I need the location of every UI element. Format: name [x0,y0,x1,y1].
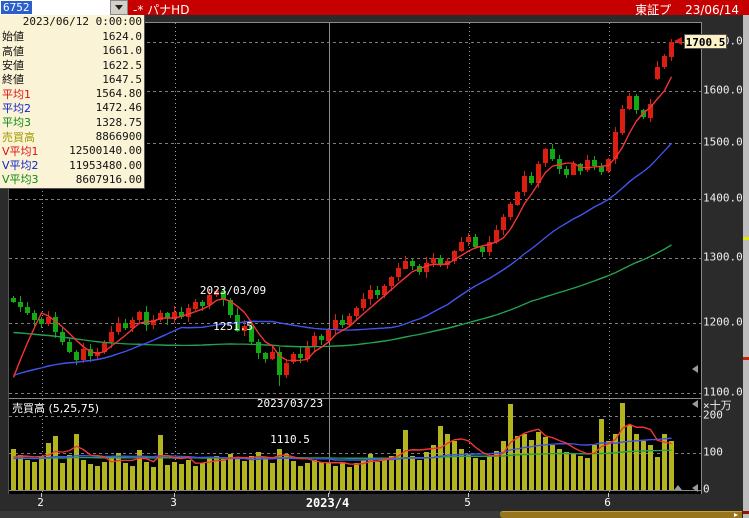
x-axis-tick [40,493,42,497]
info-row-value: 1564.80 [95,87,142,101]
scale-marker-icon [692,365,698,373]
quote-datetime: 2023/06/12 0:00:00 [22,15,142,28]
volume-axis-label: 0 [703,482,710,496]
title-bar: 6752 -* パナHD 東証プ 23/06/14 [0,0,749,18]
info-row-label: V平均3 [2,173,39,187]
info-row: 平均3 1328.75 [2,115,142,130]
annotation-low: 2023/03/23 1110.5 [257,374,323,470]
ticker-dropdown-button[interactable] [110,0,128,15]
price-axis-label: 1600.0 [703,83,743,97]
info-row: 平均2 1472.46 [2,101,142,115]
x-axis-label: 5 [464,496,471,509]
scroll-mark-darkred [743,511,749,514]
volume-panel-title: 売買高 (5,25,75) [12,402,100,415]
chart-title: -* パナHD [133,3,190,17]
info-row-value: 1472.46 [95,101,142,115]
chevron-down-icon [115,5,123,10]
info-row: V平均3 8607916.00 [2,172,142,187]
ticker-selected-text: 6752 [1,1,32,14]
info-row: V平均2 11953480.00 [2,158,142,173]
info-row-label: 高値 [2,44,24,58]
volume-zero-marker-icon [692,484,698,492]
info-row-value: 12500140.00 [69,144,142,158]
info-row-value: 11953480.00 [69,158,142,172]
info-row-label: 平均1 [2,87,31,101]
annotation-low-value: 1110.5 [270,433,310,446]
info-row-label: 安値 [2,59,24,73]
info-row-value: 8866900 [95,130,142,144]
volume-top-marker-icon [692,400,698,408]
scrollbar-right-arrow-icon [734,513,738,517]
annotation-high-date: 2023/03/09 [199,284,267,297]
horizontal-scrollbar-thumb[interactable] [500,511,742,518]
volume-axis-label: 200 [703,408,723,422]
info-row-value: 1647.5 [102,72,142,86]
price-axis-label: 1300.0 [703,250,743,264]
info-row-value: 8607916.00 [75,172,142,186]
info-row: V平均1 12500140.00 [2,144,142,158]
info-row: 高値 1661.0 [2,44,142,58]
vertical-scrollbar[interactable] [743,15,749,518]
last-bar-marker-icon [674,485,682,490]
info-row-label: 平均2 [2,101,31,115]
annotation-high: 2023/03/09 1251.5 [200,261,266,357]
volume-unit-label: ×十万 [703,399,732,412]
x-axis: 2 3 2023/4 5 6 [0,493,749,511]
exchange-and-date: 東証プ 23/06/14 [621,1,739,18]
price-axis-label: 1100.0 [703,385,743,399]
quote-info-panel: 2023/06/12 0:00:00 始値 1624.0 高値 1661.0 安値 162… [0,15,145,189]
current-price-tag: 1700.5 [684,34,727,49]
volume-axis-label: 100 [703,445,723,459]
horizontal-scrollbar[interactable] [0,511,742,518]
annotation-high-value: 1251.5 [213,320,253,333]
info-row: 始値 1624.0 [2,29,142,44]
annotation-low-date: 2023/03/23 [256,397,324,410]
quote-date: 23/06/14 [685,3,739,17]
x-axis-tick [607,493,609,497]
x-axis-label: 6 [604,496,611,509]
panel-separator [9,398,701,399]
info-row-value: 1622.5 [102,58,142,72]
x-axis-label: 2 [37,496,44,509]
info-row-label: 終値 [2,73,24,87]
exchange-label: 東証プ [635,3,672,17]
x-axis-tick [327,493,329,497]
info-row-label: 始値 [2,30,24,44]
x-axis-label: 3 [170,496,177,509]
x-axis-tick [467,493,469,497]
info-row-label: V平均2 [2,159,39,173]
current-price-arrow-icon [674,37,682,45]
scroll-mark-red [743,357,749,360]
x-axis-label: 2023/4 [305,496,350,510]
info-row: 平均1 1564.80 [2,86,142,101]
info-row-value: 1624.0 [102,29,142,43]
price-axis-label: 1200.0 [703,315,743,329]
info-row: 終値 1647.5 [2,72,142,87]
info-row-value: 1328.75 [95,115,142,129]
info-row: 売買高 8866900 [2,129,142,144]
volume-chart-canvas[interactable] [9,399,701,494]
price-axis-label: 1500.0 [703,135,743,149]
x-axis-tick [173,493,175,497]
info-row-label: 売買高 [2,130,35,144]
info-row-label: 平均3 [2,116,31,130]
info-row: 安値 1622.5 [2,58,142,73]
info-row-label: V平均1 [2,144,39,158]
scroll-mark-yellow [743,237,749,240]
chart-style-icon: -* [133,3,144,17]
info-row-value: 1661.0 [102,44,142,58]
price-axis-label: 1400.0 [703,191,743,205]
